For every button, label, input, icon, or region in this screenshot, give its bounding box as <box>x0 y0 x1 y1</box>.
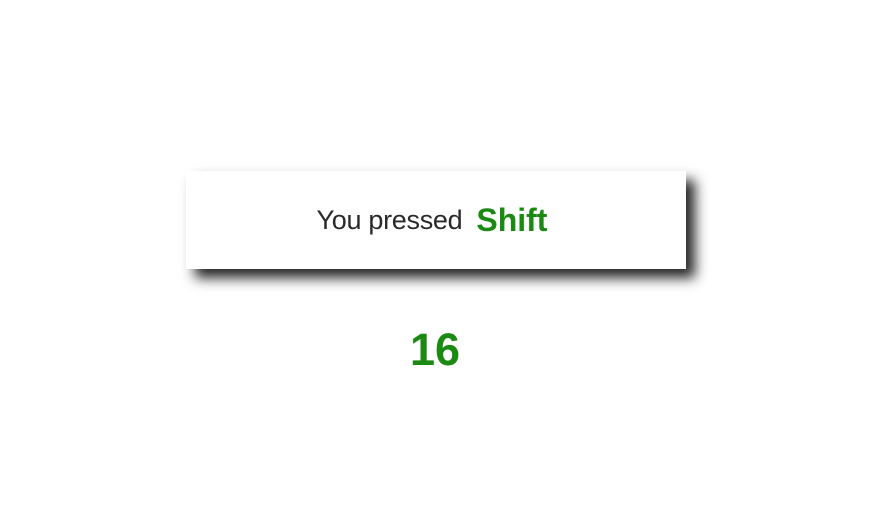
key-press-card: You pressed Shift <box>186 171 686 269</box>
pressed-label: You pressed <box>316 204 463 235</box>
key-code: 16 <box>409 324 461 375</box>
key-name: Shift <box>476 201 548 238</box>
